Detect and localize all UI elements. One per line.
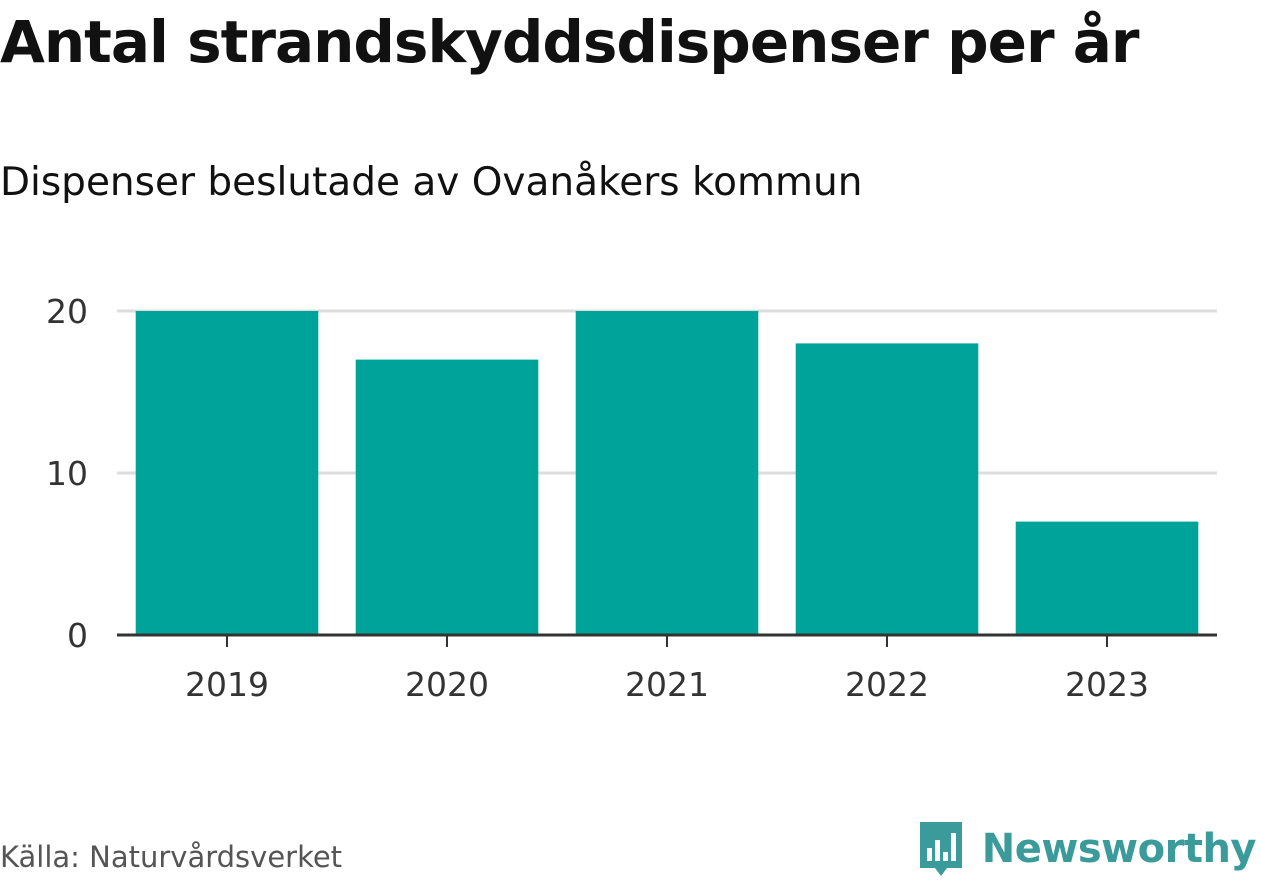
x-tick-label: 2023 — [1065, 665, 1149, 704]
newsworthy-logo-icon — [919, 822, 962, 876]
bar-2023 — [1015, 521, 1199, 635]
bars — [135, 311, 1199, 635]
x-tick-label: 2020 — [405, 665, 489, 704]
bar-2022 — [795, 343, 979, 635]
bar-2020 — [355, 359, 539, 635]
brand-logo: Newsworthy — [916, 818, 1257, 880]
y-tick-label: 0 — [67, 616, 88, 655]
source-note: Källa: Naturvårdsverket — [0, 840, 343, 874]
x-tick-label: 2022 — [845, 665, 929, 704]
brand-name: Newsworthy — [981, 826, 1257, 872]
x-tick-label: 2019 — [185, 665, 269, 704]
bar-2021 — [575, 311, 759, 635]
x-tick-labels: 2019 2020 2021 2022 2023 — [185, 665, 1149, 704]
y-tick-label: 20 — [46, 292, 88, 331]
x-tick-label: 2021 — [625, 665, 709, 704]
y-tick-label: 10 — [46, 454, 88, 493]
chart-title: Antal strandskyddsdispenser per år — [0, 8, 1139, 76]
y-tick-labels: 0 10 20 — [46, 292, 88, 655]
bar-2019 — [135, 311, 319, 635]
chart-subtitle: Dispenser beslutade av Ovanåkers kommun — [0, 160, 863, 205]
x-axis — [117, 633, 1217, 647]
